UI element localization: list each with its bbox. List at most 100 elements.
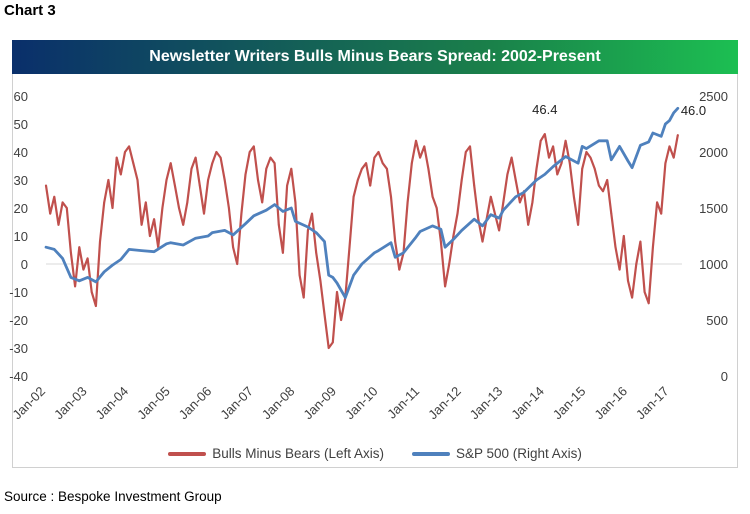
data-point-bulls-minus-bears — [190, 167, 193, 170]
data-point-bulls-minus-bears — [132, 162, 135, 165]
data-point-bulls-minus-bears — [228, 207, 230, 209]
data-point-sp500 — [165, 242, 168, 245]
data-point-sp500 — [315, 231, 318, 234]
data-point-sp500 — [290, 207, 293, 209]
data-point-bulls-minus-bears — [207, 179, 210, 181]
data-point-bulls-minus-bears — [668, 145, 671, 148]
x-tick-label: Jan-07 — [217, 384, 256, 423]
series-line-sp500 — [44, 106, 680, 299]
data-point-bulls-minus-bears — [622, 235, 625, 237]
data-point-bulls-minus-bears — [70, 251, 72, 254]
data-point-bulls-minus-bears — [390, 195, 392, 198]
data-point-sp500 — [331, 276, 334, 279]
data-point-sp500 — [402, 251, 405, 254]
data-point-bulls-minus-bears — [144, 201, 147, 204]
data-point-bulls-minus-bears — [369, 184, 372, 187]
data-point-bulls-minus-bears — [535, 167, 538, 170]
data-point-bulls-minus-bears — [95, 305, 97, 307]
left-tick-label: -30 — [9, 341, 28, 356]
data-point-bulls-minus-bears — [99, 240, 101, 243]
data-point-bulls-minus-bears — [469, 145, 471, 148]
data-point-sp500 — [552, 165, 554, 168]
data-point-bulls-minus-bears — [510, 156, 513, 159]
data-point-bulls-minus-bears — [219, 156, 222, 159]
data-point-sp500 — [444, 246, 446, 249]
data-point-bulls-minus-bears — [473, 184, 476, 187]
left-tick-label: 0 — [21, 257, 28, 272]
data-point-bulls-minus-bears — [593, 167, 596, 170]
data-point-sp500 — [618, 145, 621, 148]
data-point-sp500 — [460, 229, 463, 232]
data-point-sp500 — [377, 249, 380, 252]
data-point-bulls-minus-bears — [294, 201, 297, 204]
legend-item-bulls: Bulls Minus Bears (Left Axis) — [168, 446, 384, 461]
data-point-bulls-minus-bears — [602, 190, 604, 193]
x-tick-label: Jan-17 — [633, 384, 672, 423]
data-point-bulls-minus-bears — [307, 229, 309, 232]
data-point-sp500 — [514, 195, 517, 198]
data-point-bulls-minus-bears — [502, 201, 505, 204]
data-point-sp500 — [631, 166, 633, 169]
data-point-bulls-minus-bears — [527, 223, 530, 226]
data-point-bulls-minus-bears — [311, 212, 313, 215]
data-point-sp500 — [415, 236, 417, 239]
data-point-bulls-minus-bears — [639, 240, 642, 243]
data-point-bulls-minus-bears — [610, 212, 613, 215]
data-point-sp500 — [95, 281, 97, 283]
data-point-bulls-minus-bears — [556, 173, 559, 176]
data-point-bulls-minus-bears — [373, 156, 376, 159]
data-point-bulls-minus-bears — [327, 347, 330, 349]
data-point-sp500 — [373, 251, 376, 254]
data-point-bulls-minus-bears — [427, 167, 430, 170]
data-point-bulls-minus-bears — [140, 223, 143, 226]
data-point-bulls-minus-bears — [211, 162, 214, 165]
data-point-bulls-minus-bears — [90, 291, 93, 293]
data-point-sp500 — [440, 228, 442, 231]
data-point-sp500 — [676, 107, 679, 110]
data-point-bulls-minus-bears — [377, 151, 380, 153]
x-tick-label: Jan-09 — [300, 384, 339, 423]
data-point-sp500 — [394, 256, 397, 259]
x-tick-label: Jan-08 — [259, 384, 298, 423]
data-point-sp500 — [140, 249, 143, 252]
data-point-bulls-minus-bears — [464, 151, 467, 153]
data-point-bulls-minus-bears — [581, 167, 584, 170]
data-point-bulls-minus-bears — [323, 313, 326, 316]
data-point-bulls-minus-bears — [676, 134, 679, 137]
data-point-bulls-minus-bears — [423, 145, 426, 148]
data-point-bulls-minus-bears — [356, 179, 359, 181]
data-point-bulls-minus-bears — [394, 240, 397, 243]
data-point-bulls-minus-bears — [153, 218, 156, 221]
data-point-sp500 — [273, 203, 276, 206]
data-point-sp500 — [390, 241, 392, 244]
data-point-sp500 — [352, 274, 355, 277]
data-point-bulls-minus-bears — [560, 162, 563, 165]
data-point-sp500 — [473, 218, 476, 221]
data-point-bulls-minus-bears — [514, 179, 517, 181]
data-point-bulls-minus-bears — [165, 179, 168, 181]
x-tick-label: Jan-03 — [51, 384, 90, 423]
x-tick-label: Jan-15 — [550, 384, 589, 423]
data-point-bulls-minus-bears — [203, 212, 205, 215]
data-point-bulls-minus-bears — [664, 162, 667, 165]
data-point-bulls-minus-bears — [61, 201, 64, 204]
data-point-bulls-minus-bears — [244, 173, 247, 176]
plot-frame — [12, 74, 738, 468]
data-point-sp500 — [361, 263, 363, 265]
legend-item-sp500: S&P 500 (Right Axis) — [412, 446, 582, 461]
data-point-bulls-minus-bears — [215, 151, 218, 153]
data-point-bulls-minus-bears — [269, 156, 272, 159]
data-point-bulls-minus-bears — [286, 184, 288, 187]
data-point-sp500 — [489, 213, 492, 216]
data-point-bulls-minus-bears — [406, 201, 409, 204]
data-point-sp500 — [498, 217, 500, 220]
data-point-bulls-minus-bears — [119, 173, 122, 176]
left-tick-label: -10 — [9, 285, 28, 300]
left-tick-label: -40 — [9, 369, 28, 384]
right-tick-label: 1000 — [699, 257, 728, 272]
data-point-sp500 — [111, 264, 114, 266]
left-tick-label: 30 — [14, 173, 28, 188]
data-point-bulls-minus-bears — [419, 156, 421, 159]
data-point-bulls-minus-bears — [174, 184, 176, 187]
